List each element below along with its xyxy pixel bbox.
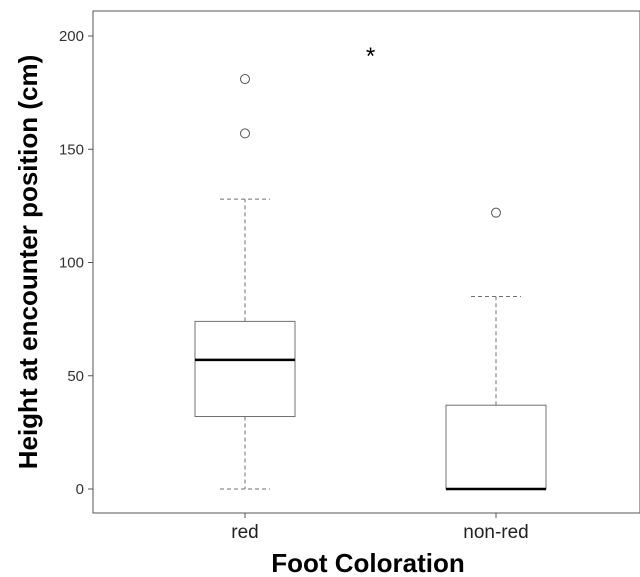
- y-axis: 0 50 100 150 200: [59, 28, 93, 498]
- outlier-point: [491, 207, 501, 218]
- outlier-point: [240, 128, 250, 139]
- x-tick-label-red: red: [231, 522, 258, 543]
- y-axis-title: Height at encounter position (cm): [13, 55, 43, 470]
- plot-panel: [92, 10, 640, 514]
- box-non-red: [445, 207, 547, 491]
- x-axis: red non-red: [231, 513, 529, 543]
- y-tick-label: 200: [59, 28, 84, 45]
- iqr-box: [194, 320, 296, 418]
- outlier-point: [240, 74, 250, 85]
- y-tick-label: 50: [67, 368, 84, 385]
- y-tick-label: 150: [59, 141, 84, 158]
- iqr-box: [445, 404, 547, 490]
- x-tick-label-non-red: non-red: [463, 522, 529, 543]
- y-tick-label: 0: [76, 481, 84, 498]
- box-series: [194, 74, 547, 491]
- box-red: [194, 74, 296, 490]
- significance-marker: *: [366, 43, 375, 70]
- x-axis-title: Foot Coloration: [271, 548, 465, 577]
- y-tick-label: 100: [59, 255, 84, 272]
